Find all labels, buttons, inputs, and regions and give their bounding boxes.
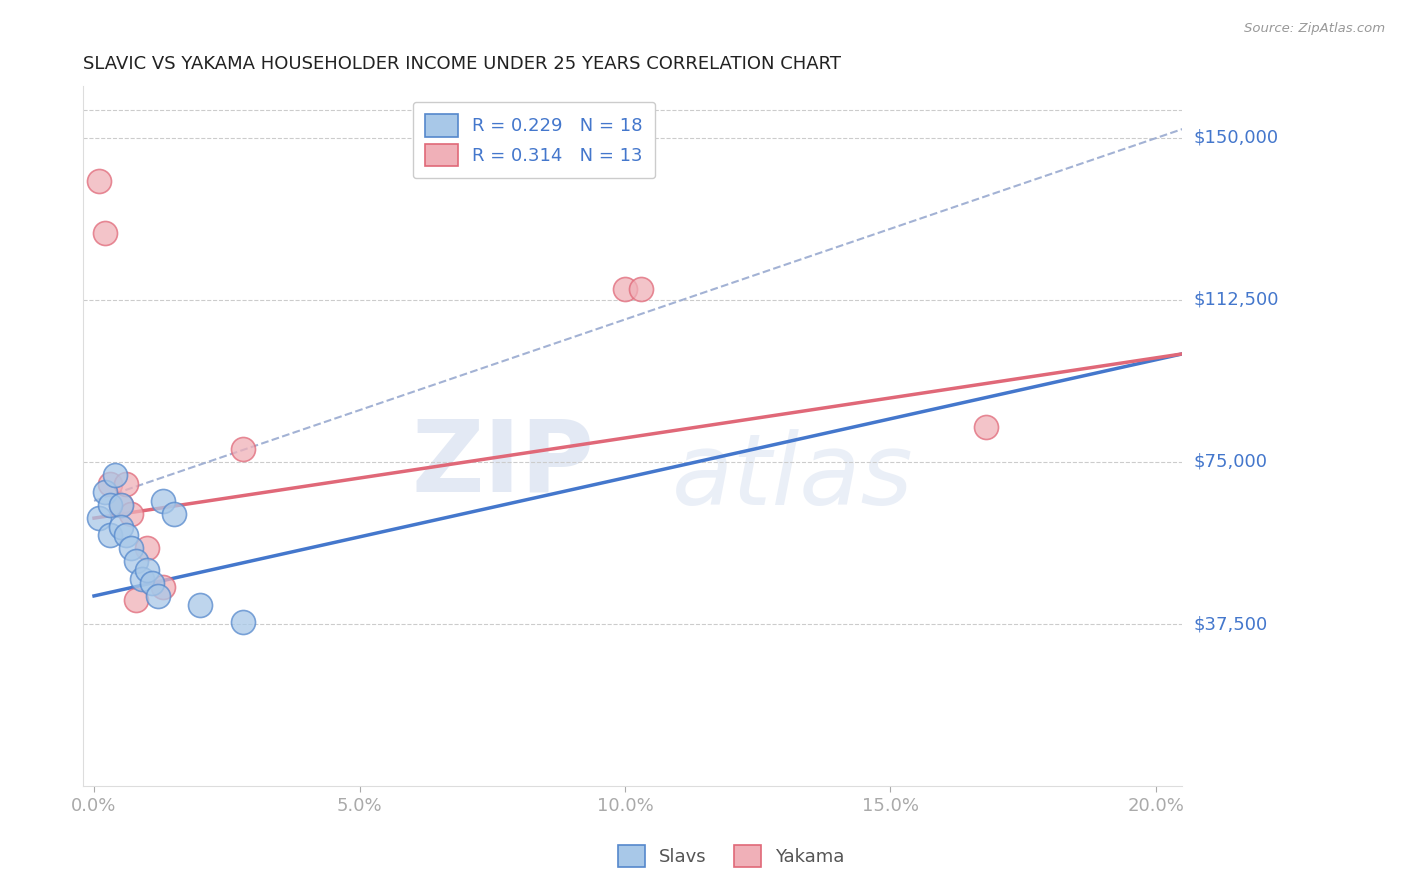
Legend: R = 0.229   N = 18, R = 0.314   N = 13: R = 0.229 N = 18, R = 0.314 N = 13	[413, 102, 655, 178]
Point	[110, 520, 132, 534]
Text: $150,000: $150,000	[1194, 128, 1278, 146]
Text: $37,500: $37,500	[1194, 615, 1267, 633]
Text: SLAVIC VS YAKAMA HOUSEHOLDER INCOME UNDER 25 YEARS CORRELATION CHART: SLAVIC VS YAKAMA HOUSEHOLDER INCOME UNDE…	[83, 55, 841, 73]
Point	[89, 511, 111, 525]
Point	[614, 282, 637, 296]
Point	[98, 498, 121, 512]
Point	[232, 442, 254, 456]
Point	[115, 476, 138, 491]
Point	[120, 507, 142, 521]
Point	[98, 528, 121, 542]
Point	[125, 593, 148, 607]
Point	[141, 576, 163, 591]
Point	[136, 541, 159, 556]
Point	[974, 420, 997, 434]
Point	[630, 282, 652, 296]
Point	[104, 467, 127, 482]
Point	[93, 485, 115, 500]
Point	[93, 226, 115, 240]
Point	[188, 598, 211, 612]
Point	[98, 476, 121, 491]
Legend: Slavs, Yakama: Slavs, Yakama	[610, 838, 852, 874]
Text: ZIP: ZIP	[412, 416, 595, 513]
Point	[146, 589, 169, 603]
Point	[89, 174, 111, 188]
Text: atlas: atlas	[672, 429, 912, 526]
Point	[232, 615, 254, 629]
Point	[131, 572, 153, 586]
Point	[110, 498, 132, 512]
Text: $112,500: $112,500	[1194, 291, 1278, 309]
Point	[152, 493, 174, 508]
Point	[152, 580, 174, 594]
Text: $75,000: $75,000	[1194, 453, 1267, 471]
Point	[120, 541, 142, 556]
Point	[115, 528, 138, 542]
Point	[163, 507, 186, 521]
Point	[125, 554, 148, 568]
Point	[136, 563, 159, 577]
Text: Source: ZipAtlas.com: Source: ZipAtlas.com	[1244, 22, 1385, 36]
Point	[110, 498, 132, 512]
